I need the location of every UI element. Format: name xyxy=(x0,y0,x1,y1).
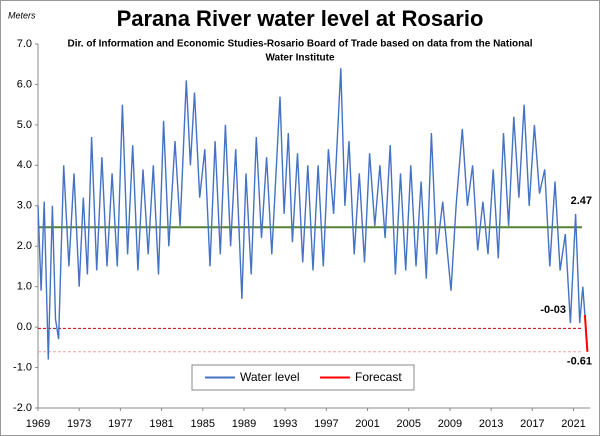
reference-label: -0-03 xyxy=(540,304,566,316)
y-tick-label: 4.0 xyxy=(17,159,32,171)
x-tick-label: 1973 xyxy=(67,418,91,430)
y-tick-label: 0.0 xyxy=(17,321,32,333)
x-tick-label: 1989 xyxy=(232,418,256,430)
x-tick-label: 1985 xyxy=(191,418,215,430)
series-line xyxy=(583,314,589,352)
x-tick-label: 2009 xyxy=(438,418,462,430)
y-tick-label: -1.0 xyxy=(13,361,32,373)
subtitle: Dir. of Information and Economic Studies… xyxy=(67,39,532,50)
x-tick-label: 1969 xyxy=(26,418,50,430)
x-tick-label: 2017 xyxy=(520,418,544,430)
x-tick-label: 2005 xyxy=(397,418,421,430)
y-axis-label: Meters xyxy=(8,10,36,20)
reference-label: 2.47 xyxy=(571,195,592,207)
series-line xyxy=(37,68,586,360)
y-tick-label: 6.0 xyxy=(17,78,32,90)
legend-label: Forecast xyxy=(355,370,402,384)
y-tick-label: 1.0 xyxy=(17,281,32,293)
x-tick-label: 1977 xyxy=(108,418,132,430)
legend-box xyxy=(191,364,415,391)
y-tick-label: 5.0 xyxy=(17,119,32,131)
chart-title: Parana River water level at Rosario xyxy=(117,6,484,31)
y-tick-label: -2.0 xyxy=(13,402,32,414)
y-tick-label: 3.0 xyxy=(17,200,32,212)
reference-label: -0.61 xyxy=(567,356,592,368)
y-tick-label: 7.0 xyxy=(17,38,32,50)
x-tick-label: 2013 xyxy=(479,418,503,430)
y-tick-label: 2.0 xyxy=(17,240,32,252)
x-tick-label: 2021 xyxy=(561,418,585,430)
x-tick-label: 2001 xyxy=(355,418,379,430)
x-tick-label: 1997 xyxy=(314,418,338,430)
x-tick-label: 1993 xyxy=(273,418,297,430)
subtitle: Water Institute xyxy=(265,53,335,64)
x-tick-label: 1981 xyxy=(149,418,173,430)
legend-label: Water level xyxy=(240,370,300,384)
